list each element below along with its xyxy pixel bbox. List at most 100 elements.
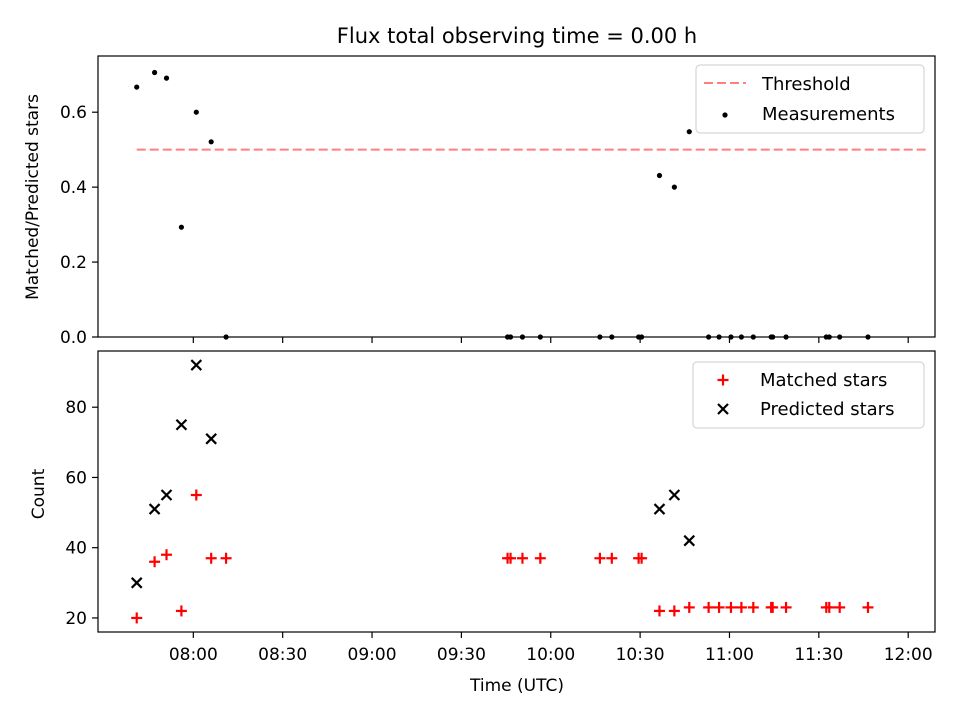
x-tick-label: 08:30: [258, 645, 307, 665]
measurement-point: [837, 334, 843, 340]
matched-star-points: [131, 489, 874, 624]
measurement-point: [706, 334, 712, 340]
predicted-star-point: [205, 433, 217, 445]
measurement-point: [208, 139, 214, 145]
matched-star-point: [175, 605, 187, 617]
top-x-ticks: [192, 337, 909, 343]
predicted-star-point: [653, 503, 666, 515]
predicted-star-point: [683, 534, 696, 547]
legend-measurement-swatch: [722, 112, 728, 118]
top-legend: Threshold Measurements: [695, 64, 925, 134]
matched-star-point: [149, 556, 161, 568]
x-tick-label: 11:00: [705, 645, 754, 665]
predicted-star-point: [668, 489, 681, 501]
predicted-star-point: [130, 577, 143, 589]
legend-predicted-marker: [717, 403, 729, 415]
matched-star-point: [862, 601, 874, 613]
bottom-axes-frame: [97, 350, 936, 633]
matched-star-point: [747, 601, 759, 613]
measurement-point: [193, 109, 199, 115]
measurement-point: [783, 334, 789, 340]
measurement-point: [151, 69, 158, 76]
x-tick-label: 09:30: [437, 645, 486, 665]
legend-predicted-swatch: [717, 403, 729, 415]
measurement-point: [826, 334, 832, 340]
x-tick-label: 12:00: [884, 645, 933, 665]
bottom-y-tick-label: 40: [65, 539, 87, 559]
chart-title: Flux total observing time = 0.00 h: [337, 24, 697, 48]
matched-star-point: [516, 552, 528, 564]
legend-matched-label: Matched stars: [760, 370, 887, 391]
predicted-star-point: [160, 489, 173, 501]
top-axes-frame: [97, 55, 936, 338]
matched-star-point: [780, 601, 792, 613]
measurement-point: [597, 334, 603, 340]
matched-star-point: [713, 601, 725, 613]
measurement-point: [738, 334, 744, 340]
x-tick-label: 10:00: [526, 645, 575, 665]
top-y-ticks: 0.0 0.2 0.4 0.6: [60, 103, 98, 348]
x-tick-label: 08:00: [169, 645, 218, 665]
bottom-y-tick-label: 60: [65, 468, 87, 488]
measurement-point: [728, 334, 734, 340]
measurement-point: [537, 334, 543, 340]
x-tick-label: 10:30: [616, 645, 665, 665]
bottom-x-ticks: 08:00 08:30 09:00 09:30 10:00 10:30 11:00 11:30…: [169, 632, 933, 665]
matched-star-point: [703, 601, 715, 613]
matched-star-point: [636, 552, 648, 564]
matched-star-point: [668, 605, 680, 617]
bottom-legend-box: [692, 361, 925, 429]
legend-matched-marker: [717, 374, 729, 386]
measurement-point: [750, 334, 756, 340]
matched-star-point: [683, 601, 695, 613]
legend-threshold-label: Threshold: [761, 74, 851, 95]
top-axes: 0.0 0.2 0.4 0.6 Matched/Predicted stars Thr…: [23, 55, 936, 348]
bottom-y-tick-label: 20: [65, 609, 87, 629]
matched-star-point: [534, 552, 546, 564]
matched-star-point: [735, 601, 747, 613]
matched-star-point: [594, 552, 606, 564]
top-y-tick-label: 0.6: [60, 103, 87, 123]
measurement-point: [519, 334, 526, 340]
matched-star-point: [606, 552, 618, 564]
top-y-tick-label: 0.4: [60, 178, 87, 198]
predicted-star-point: [148, 503, 161, 515]
measurement-point: [134, 84, 140, 90]
predicted-star-points: [130, 359, 696, 589]
measurement-point: [223, 334, 229, 340]
measurement-point: [163, 75, 170, 81]
matched-star-point: [131, 612, 143, 624]
measurement-point: [716, 334, 722, 340]
matched-star-point: [505, 552, 517, 564]
x-tick-label: 11:30: [794, 645, 843, 665]
matched-star-point: [190, 489, 202, 501]
matched-star-point: [653, 605, 665, 617]
matched-star-point: [161, 549, 173, 561]
matched-star-point: [823, 601, 835, 613]
measurement-point: [609, 334, 615, 340]
bottom-y-tick-label: 80: [65, 398, 87, 418]
matched-star-point: [205, 552, 217, 564]
matched-star-point: [725, 601, 737, 613]
x-axis-label: Time (UTC): [469, 676, 564, 696]
legend-measurements-label: Measurements: [762, 104, 895, 125]
x-tick-label: 09:00: [348, 645, 397, 665]
legend-predicted-label: Predicted stars: [760, 399, 894, 420]
measurement-point: [686, 129, 692, 135]
predicted-star-point: [175, 418, 188, 431]
top-y-tick-label: 0.0: [60, 328, 87, 348]
measurement-point: [770, 334, 776, 340]
matched-star-point: [834, 601, 846, 613]
matched-star-point: [220, 552, 232, 564]
top-y-tick-label: 0.2: [60, 253, 87, 273]
matched-star-point: [767, 601, 779, 613]
measurement-point: [656, 172, 663, 179]
top-legend-box: [695, 64, 925, 134]
measurement-point: [639, 334, 645, 340]
measurement-points: [134, 69, 871, 340]
bottom-legend: Matched stars Predicted stars: [692, 361, 925, 429]
top-y-axis-label: Matched/Predicted stars: [23, 94, 43, 300]
bottom-y-ticks: 20 40 60 80: [65, 398, 98, 629]
legend-matched-swatch: [717, 374, 729, 386]
